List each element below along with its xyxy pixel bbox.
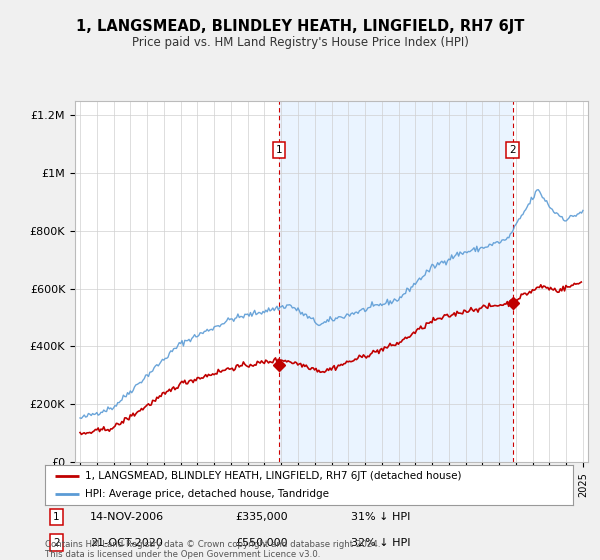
Text: 2: 2 (509, 145, 516, 155)
Text: 2: 2 (53, 538, 60, 548)
Text: 21-OCT-2020: 21-OCT-2020 (90, 538, 163, 548)
Text: 31% ↓ HPI: 31% ↓ HPI (351, 512, 410, 522)
Text: £335,000: £335,000 (235, 512, 288, 522)
Text: Contains HM Land Registry data © Crown copyright and database right 2024.
This d: Contains HM Land Registry data © Crown c… (45, 540, 380, 559)
Bar (279, 101, 512, 462)
Text: £550,000: £550,000 (235, 538, 288, 548)
Text: 1: 1 (276, 145, 283, 155)
Text: HPI: Average price, detached house, Tandridge: HPI: Average price, detached house, Tand… (85, 489, 329, 499)
Text: 32% ↓ HPI: 32% ↓ HPI (351, 538, 411, 548)
Text: 1, LANGSMEAD, BLINDLEY HEATH, LINGFIELD, RH7 6JT: 1, LANGSMEAD, BLINDLEY HEATH, LINGFIELD,… (76, 20, 524, 34)
Text: Price paid vs. HM Land Registry's House Price Index (HPI): Price paid vs. HM Land Registry's House … (131, 36, 469, 49)
Text: 14-NOV-2006: 14-NOV-2006 (90, 512, 164, 522)
Text: 1: 1 (53, 512, 60, 522)
Text: 1, LANGSMEAD, BLINDLEY HEATH, LINGFIELD, RH7 6JT (detached house): 1, LANGSMEAD, BLINDLEY HEATH, LINGFIELD,… (85, 471, 461, 480)
